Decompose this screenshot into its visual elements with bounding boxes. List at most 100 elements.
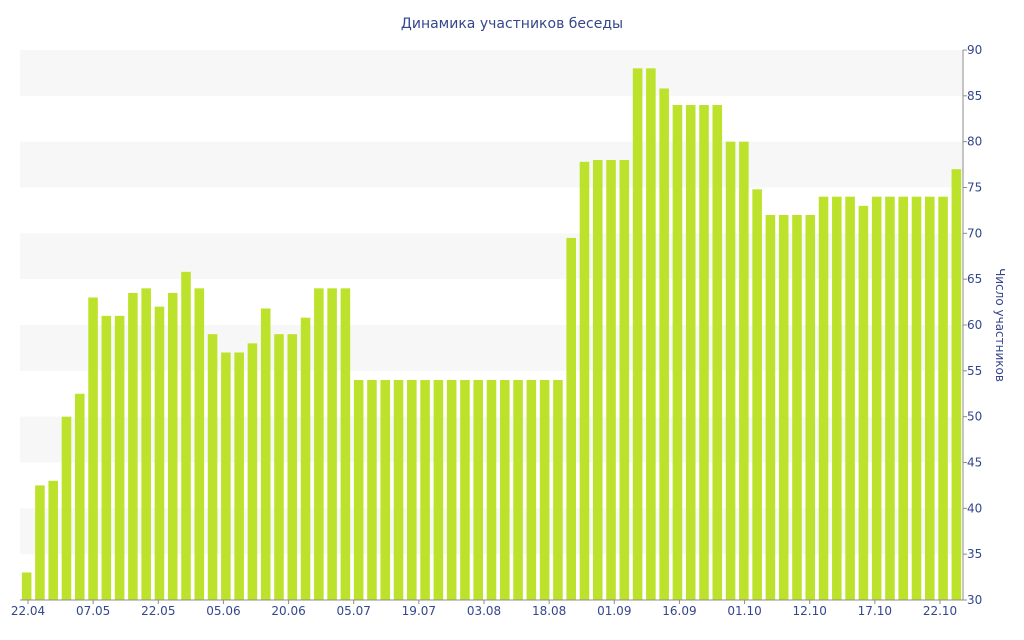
y-tick-label: 55 (967, 364, 982, 378)
bar (685, 105, 696, 600)
bar (221, 352, 231, 600)
x-tick-label: 20.06 (271, 604, 305, 618)
bar (353, 380, 364, 600)
x-axis-ticks: 22.04 07.05 22.05 05.06 20.06 05.07 19.07 03.08… (11, 600, 957, 618)
bar (778, 215, 789, 600)
bar (566, 237, 576, 601)
bar (48, 480, 58, 600)
x-tick-label: 22.10 (923, 604, 957, 618)
bar (154, 306, 165, 600)
bar (420, 380, 430, 600)
bar (712, 105, 723, 600)
bar (752, 189, 762, 600)
bar (765, 215, 776, 600)
bar (725, 141, 736, 601)
bar (274, 334, 284, 600)
bar (553, 380, 563, 600)
bar (101, 315, 112, 600)
bar (460, 380, 470, 600)
bar (500, 380, 510, 600)
bar (300, 317, 311, 600)
y-tick-label: 70 (967, 226, 982, 240)
bar (818, 196, 829, 601)
bar (885, 196, 895, 601)
bar (832, 196, 842, 601)
bar (805, 215, 816, 600)
bar (74, 393, 85, 600)
bar (792, 215, 802, 600)
y-tick-label: 65 (967, 272, 982, 286)
bar (61, 416, 72, 600)
bar (739, 141, 749, 601)
bar (871, 196, 882, 601)
x-tick-label: 19.07 (402, 604, 436, 618)
bar (925, 196, 935, 601)
bar (672, 105, 683, 600)
bar (486, 380, 497, 600)
x-tick-label: 22.05 (141, 604, 175, 618)
x-tick-label: 22.04 (11, 604, 45, 618)
y-tick-label: 50 (967, 410, 982, 424)
chart-title: Динамика участников беседы (401, 16, 623, 32)
x-tick-label: 12.10 (793, 604, 827, 618)
bar (367, 380, 377, 600)
y-tick-label: 85 (967, 89, 982, 103)
x-tick-label: 07.05 (76, 604, 110, 618)
bar (951, 169, 962, 601)
bar (539, 380, 550, 600)
y-axis-label: Число участников (993, 268, 1007, 382)
bar (314, 288, 324, 600)
bar (247, 343, 258, 600)
x-tick-label: 17.10 (858, 604, 892, 618)
y-tick-label: 30 (967, 593, 982, 607)
x-tick-label: 05.06 (206, 604, 240, 618)
bar (938, 196, 948, 601)
bar (579, 161, 590, 600)
y-tick-label: 90 (967, 43, 982, 57)
x-tick-label: 01.09 (597, 604, 631, 618)
bar (340, 288, 351, 600)
bar (380, 380, 391, 600)
bar (699, 105, 709, 600)
bar (646, 68, 656, 600)
bar (592, 160, 603, 600)
bar (393, 380, 404, 600)
bar (632, 68, 643, 600)
y-tick-label: 75 (967, 181, 982, 195)
bar (114, 315, 125, 600)
grid-band (20, 141, 963, 188)
y-tick-label: 40 (967, 501, 982, 515)
bar (858, 205, 869, 600)
bar (911, 196, 922, 601)
bar (260, 308, 271, 600)
x-tick-label: 18.08 (532, 604, 566, 618)
x-tick-label: 01.10 (727, 604, 761, 618)
bar (287, 334, 298, 600)
x-tick-label: 03.08 (467, 604, 501, 618)
bar (446, 380, 457, 600)
bar (21, 572, 32, 600)
x-tick-label: 05.07 (337, 604, 371, 618)
grid-band (20, 50, 963, 96)
y-tick-label: 45 (967, 456, 982, 470)
bar (234, 352, 244, 600)
y-tick-label: 80 (967, 135, 982, 149)
bar (327, 288, 337, 600)
bar (88, 297, 98, 600)
bar (35, 485, 45, 600)
x-tick-label: 16.09 (662, 604, 696, 618)
bar (194, 288, 205, 600)
bar (659, 88, 669, 600)
bar (845, 196, 855, 601)
bar (473, 380, 483, 600)
bar (141, 288, 151, 600)
bar (167, 292, 178, 600)
bar (619, 160, 630, 600)
bar (407, 380, 417, 600)
bar (433, 380, 444, 600)
bar (898, 196, 909, 601)
y-axis-ticks: 30 35 40 45 50 55 60 65 70 75 80 85 90 (963, 43, 982, 607)
bar (513, 380, 523, 600)
bar (181, 271, 191, 600)
